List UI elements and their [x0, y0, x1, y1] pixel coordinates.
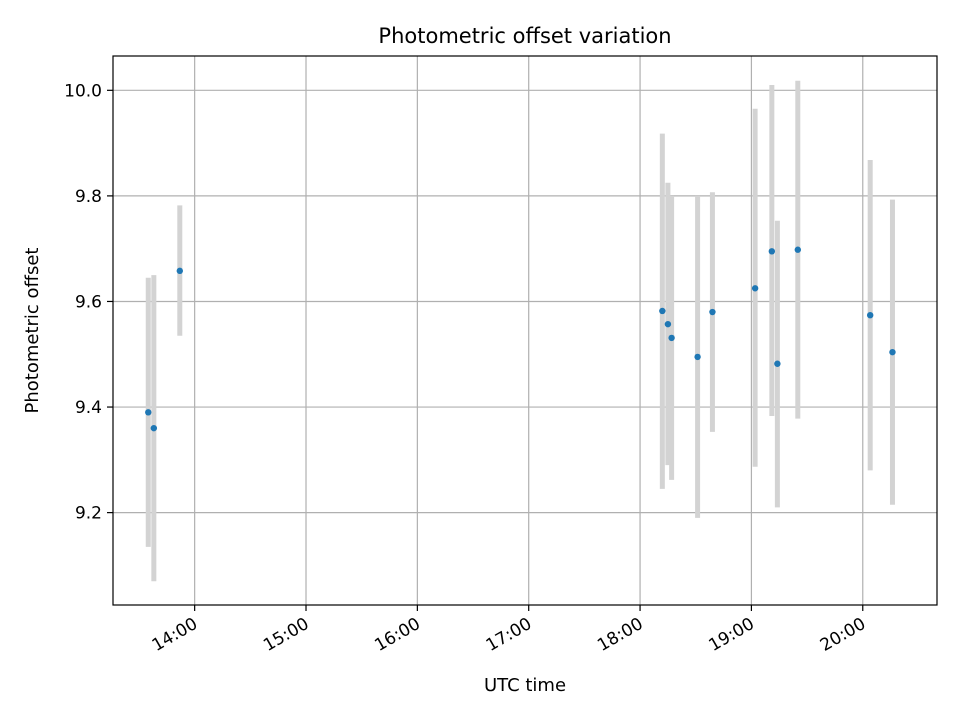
data-point — [664, 320, 672, 328]
data-point — [145, 409, 152, 416]
x-tick-label: 20:00 — [817, 614, 869, 656]
data-point — [889, 348, 896, 356]
plot-frame — [112, 55, 938, 606]
data-point — [709, 308, 716, 316]
x-tick-label: 16:00 — [371, 614, 423, 656]
y-axis-label: Photometric offset — [22, 248, 43, 414]
data-point — [694, 353, 701, 361]
x-tick-label: 15:00 — [260, 614, 312, 656]
data-point — [668, 334, 675, 342]
data-point — [150, 424, 158, 432]
y-tick-label: 9.8 — [75, 187, 102, 207]
x-tick-label: 18:00 — [594, 614, 646, 656]
data-point — [768, 248, 776, 255]
data-point — [659, 307, 666, 315]
y-tick-label: 9.4 — [75, 398, 102, 418]
data-point — [794, 246, 802, 253]
x-axis-ticks: 14:00 15:00 16:00 17:00 18:00 19:00 20:00 — [149, 605, 869, 656]
x-tick-label: 19:00 — [705, 614, 757, 656]
data-points — [145, 246, 896, 432]
y-tick-label: 10.0 — [64, 81, 102, 101]
error-bars — [145, 80, 895, 582]
grid — [113, 56, 937, 605]
chart-title: Photometric offset variation — [378, 24, 671, 48]
y-axis-ticks: 9.2 9.4 9.6 9.8 10.0 — [64, 81, 113, 524]
x-tick-label: 14:00 — [149, 614, 201, 656]
x-tick-label: 17:00 — [483, 614, 535, 656]
x-axis-label: UTC time — [484, 675, 566, 696]
y-tick-label: 9.2 — [75, 504, 102, 524]
data-point — [176, 267, 184, 275]
data-point — [751, 285, 759, 292]
y-tick-label: 9.6 — [75, 292, 102, 312]
data-point — [774, 360, 781, 367]
data-point — [866, 311, 874, 319]
